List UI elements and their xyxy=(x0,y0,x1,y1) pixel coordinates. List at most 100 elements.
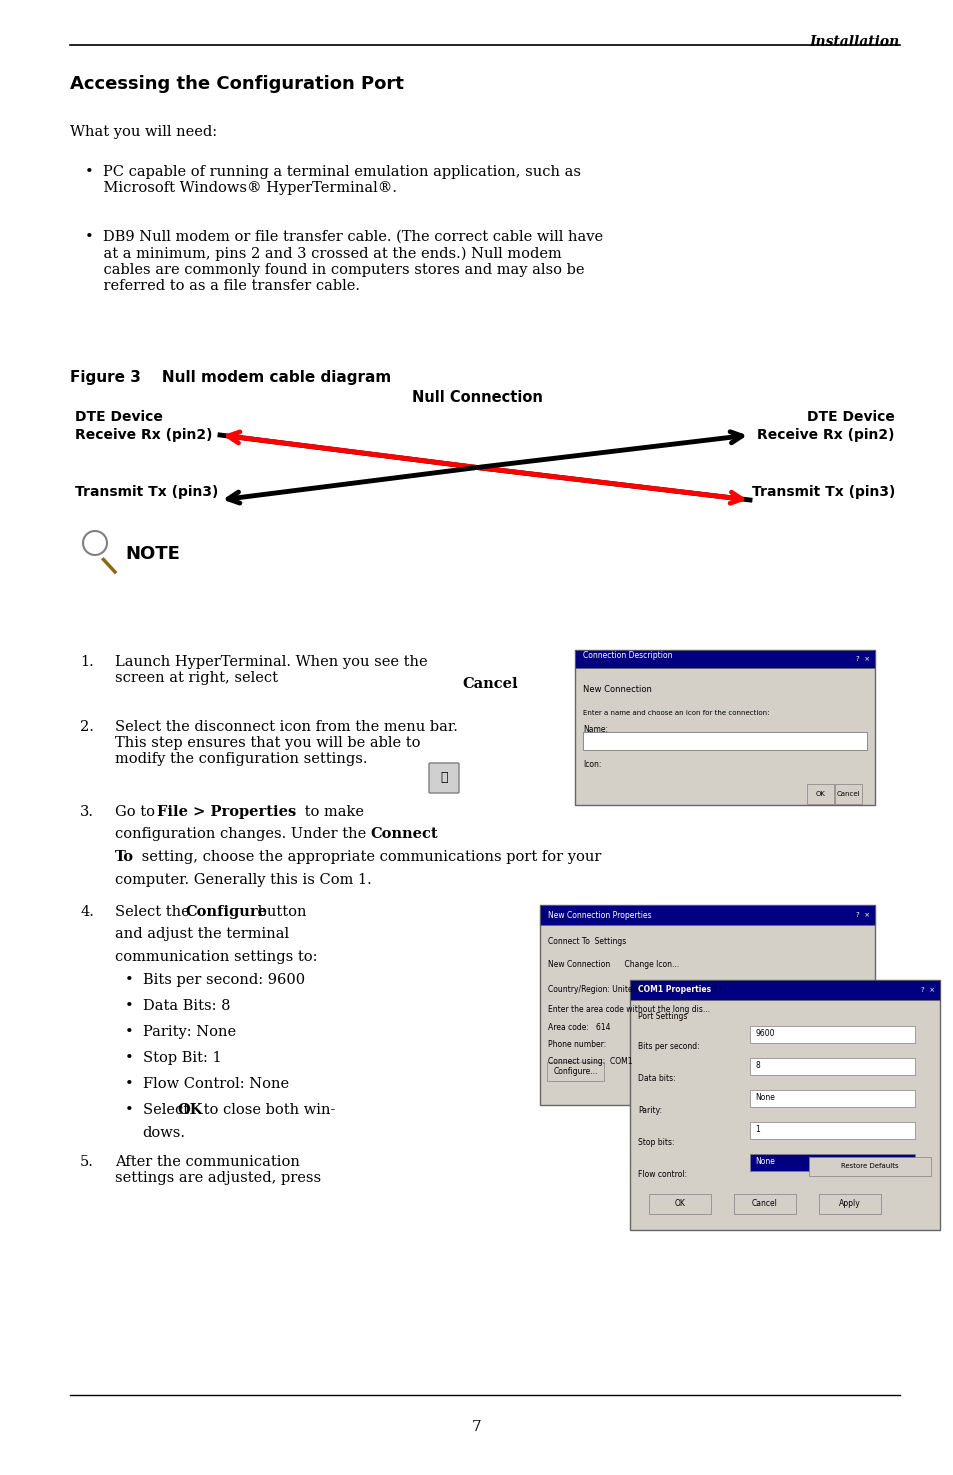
FancyBboxPatch shape xyxy=(429,763,458,794)
Text: Enter the area code without the long dis...: Enter the area code without the long dis… xyxy=(547,1004,709,1013)
Text: Installation: Installation xyxy=(809,35,899,49)
Text: Figure 3    Null modem cable diagram: Figure 3 Null modem cable diagram xyxy=(70,370,391,385)
Text: OK: OK xyxy=(674,1199,684,1208)
FancyBboxPatch shape xyxy=(834,785,862,804)
Text: and adjust the terminal: and adjust the terminal xyxy=(115,926,289,941)
Text: Phone number:: Phone number: xyxy=(547,1040,605,1049)
FancyBboxPatch shape xyxy=(648,1193,710,1214)
Text: What you will need:: What you will need: xyxy=(70,125,217,139)
Text: 1.: 1. xyxy=(80,655,93,670)
Text: Cancel: Cancel xyxy=(461,677,517,690)
Text: Bits per second:: Bits per second: xyxy=(638,1041,699,1052)
Text: Null Connection: Null Connection xyxy=(411,389,542,406)
Text: dows.: dows. xyxy=(142,1125,185,1140)
FancyBboxPatch shape xyxy=(539,906,874,1105)
FancyBboxPatch shape xyxy=(808,1156,930,1176)
Text: communication settings to:: communication settings to: xyxy=(115,950,317,965)
Text: 7: 7 xyxy=(472,1420,481,1434)
Text: Select the: Select the xyxy=(115,906,194,919)
Text: ?  ×: ? × xyxy=(855,656,869,662)
Text: 1: 1 xyxy=(754,1125,759,1134)
Text: Area code:   614: Area code: 614 xyxy=(547,1024,610,1032)
Text: Country/Region: United States of America (1): Country/Region: United States of America… xyxy=(547,985,720,994)
FancyBboxPatch shape xyxy=(749,1090,914,1106)
FancyBboxPatch shape xyxy=(582,732,866,749)
Text: setting, choose the appropriate communications port for your: setting, choose the appropriate communic… xyxy=(137,850,600,864)
Text: New Connection      Change Icon...: New Connection Change Icon... xyxy=(547,960,679,969)
Text: Connect: Connect xyxy=(370,827,437,841)
Text: Name:: Name: xyxy=(582,726,607,735)
Text: Connect To  Settings: Connect To Settings xyxy=(547,937,625,945)
Text: 4.: 4. xyxy=(80,906,93,919)
Text: •  Select: • Select xyxy=(125,1103,193,1117)
Text: Icon:: Icon: xyxy=(582,760,600,768)
Text: •  Flow Control: None: • Flow Control: None xyxy=(125,1077,289,1092)
Text: to close both win-: to close both win- xyxy=(199,1103,335,1117)
Text: None: None xyxy=(754,1093,774,1102)
Text: Configure...: Configure... xyxy=(553,1068,598,1077)
FancyBboxPatch shape xyxy=(629,979,939,1230)
Text: configuration changes. Under the: configuration changes. Under the xyxy=(115,827,371,841)
Text: button: button xyxy=(253,906,306,919)
FancyBboxPatch shape xyxy=(749,1121,914,1139)
Text: To: To xyxy=(115,850,133,864)
Text: New Connection: New Connection xyxy=(582,684,651,695)
Text: OK: OK xyxy=(815,791,824,796)
Text: Transmit Tx (pin3): Transmit Tx (pin3) xyxy=(75,485,218,499)
Text: Transmit Tx (pin3): Transmit Tx (pin3) xyxy=(751,485,894,499)
Text: Port Settings: Port Settings xyxy=(638,1012,687,1021)
Text: 5.: 5. xyxy=(80,1155,93,1170)
Text: •  DB9 Null modem or file transfer cable. (The correct cable will have
    at a : • DB9 Null modem or file transfer cable.… xyxy=(85,230,602,294)
Text: File > Properties: File > Properties xyxy=(157,805,296,819)
Text: Enter a name and choose an icon for the connection:: Enter a name and choose an icon for the … xyxy=(582,709,769,715)
Text: 8: 8 xyxy=(754,1062,759,1071)
Text: Data bits:: Data bits: xyxy=(638,1074,675,1083)
Text: New Connection Properties: New Connection Properties xyxy=(547,910,651,919)
Text: 🔗: 🔗 xyxy=(439,771,447,785)
Text: Parity:: Parity: xyxy=(638,1106,661,1115)
Text: Restore Defaults: Restore Defaults xyxy=(841,1164,898,1170)
Text: None: None xyxy=(754,1158,774,1167)
Text: •  Stop Bit: 1: • Stop Bit: 1 xyxy=(125,1052,221,1065)
Text: Cancel: Cancel xyxy=(751,1199,777,1208)
FancyBboxPatch shape xyxy=(749,1058,914,1074)
Text: Select the disconnect icon from the menu bar.
This step ensures that you will be: Select the disconnect icon from the menu… xyxy=(115,720,457,767)
Text: COM1 Properties: COM1 Properties xyxy=(638,985,710,994)
FancyBboxPatch shape xyxy=(818,1193,880,1214)
Text: •  Parity: None: • Parity: None xyxy=(125,1025,236,1038)
FancyBboxPatch shape xyxy=(749,1153,914,1171)
FancyBboxPatch shape xyxy=(733,1193,795,1214)
Text: OK: OK xyxy=(177,1103,202,1117)
Text: .: . xyxy=(514,677,518,690)
Text: ?  ×: ? × xyxy=(920,987,934,993)
Text: 3.: 3. xyxy=(80,805,94,819)
Text: 9600: 9600 xyxy=(754,1030,774,1038)
Text: 2.: 2. xyxy=(80,720,93,735)
Text: Stop bits:: Stop bits: xyxy=(638,1139,674,1148)
Text: computer. Generally this is Com 1.: computer. Generally this is Com 1. xyxy=(115,873,372,886)
Text: ?  ×: ? × xyxy=(855,912,869,917)
Text: Launch HyperTerminal. When you see the
screen at right, select: Launch HyperTerminal. When you see the s… xyxy=(115,655,427,686)
FancyBboxPatch shape xyxy=(539,906,874,925)
FancyBboxPatch shape xyxy=(575,650,874,805)
Text: Configure: Configure xyxy=(185,906,267,919)
Text: •  PC capable of running a terminal emulation application, such as
    Microsoft: • PC capable of running a terminal emula… xyxy=(85,165,580,195)
Text: Flow control:: Flow control: xyxy=(638,1170,686,1179)
Text: Connect using:  COM1: Connect using: COM1 xyxy=(547,1058,632,1066)
FancyBboxPatch shape xyxy=(629,979,939,1000)
Text: Accessing the Configuration Port: Accessing the Configuration Port xyxy=(70,75,403,93)
Text: Connection Description: Connection Description xyxy=(582,652,672,661)
Text: DTE Device
Receive Rx (pin2): DTE Device Receive Rx (pin2) xyxy=(757,410,894,442)
FancyBboxPatch shape xyxy=(806,785,833,804)
FancyBboxPatch shape xyxy=(575,650,874,668)
FancyBboxPatch shape xyxy=(749,1025,914,1043)
FancyBboxPatch shape xyxy=(546,1062,603,1081)
Text: Cancel: Cancel xyxy=(836,791,860,796)
Text: NOTE: NOTE xyxy=(125,544,180,563)
Text: •  Data Bits: 8: • Data Bits: 8 xyxy=(125,999,231,1013)
Text: After the communication
settings are adjusted, press: After the communication settings are adj… xyxy=(115,1155,321,1186)
Text: Apply: Apply xyxy=(839,1199,860,1208)
Text: •  Bits per second: 9600: • Bits per second: 9600 xyxy=(125,974,305,987)
Text: DTE Device
Receive Rx (pin2): DTE Device Receive Rx (pin2) xyxy=(75,410,213,442)
Text: to make: to make xyxy=(299,805,364,819)
